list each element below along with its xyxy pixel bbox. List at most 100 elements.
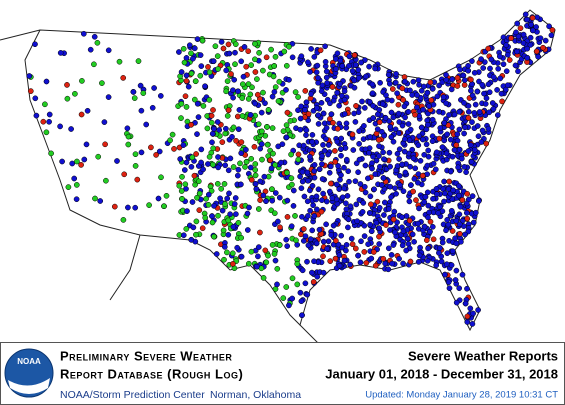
report-dot	[374, 126, 381, 133]
report-dot	[358, 238, 364, 245]
report-dot	[125, 133, 132, 140]
report-dot	[246, 204, 252, 211]
report-dot	[361, 183, 368, 190]
report-dot	[313, 105, 320, 111]
report-dot	[470, 219, 477, 226]
report-dot	[230, 87, 236, 94]
report-dot	[387, 183, 394, 190]
report-dot	[343, 206, 350, 213]
report-dot	[406, 217, 413, 224]
report-dot	[366, 210, 373, 216]
report-dot	[33, 112, 40, 119]
report-dot	[252, 167, 259, 173]
report-dot	[83, 141, 90, 148]
report-dot	[215, 66, 221, 72]
report-dot	[302, 280, 309, 287]
report-dot	[212, 43, 219, 50]
report-dot	[388, 194, 394, 200]
report-dot	[259, 156, 265, 163]
report-title: Severe Weather Reports	[408, 348, 558, 363]
report-dot	[263, 198, 269, 204]
report-dot	[222, 201, 228, 207]
report-dot	[297, 115, 304, 122]
report-dot	[229, 133, 235, 140]
report-dot	[370, 249, 377, 255]
report-dot	[225, 167, 232, 174]
report-dot	[319, 153, 325, 159]
report-dot	[411, 176, 418, 182]
report-dot	[454, 83, 461, 89]
report-dot	[388, 109, 395, 116]
report-dot	[252, 56, 258, 63]
report-dot	[529, 15, 536, 21]
report-dot	[132, 151, 139, 158]
report-dot	[338, 172, 344, 178]
report-dot	[269, 197, 276, 204]
report-dot	[163, 192, 170, 199]
report-dot	[189, 199, 196, 205]
report-dot	[210, 145, 217, 152]
report-dot	[252, 180, 259, 187]
report-dot	[288, 151, 294, 158]
report-dot	[157, 93, 164, 99]
report-dot	[330, 119, 336, 126]
report-dot	[336, 102, 342, 109]
report-dot	[294, 281, 301, 288]
report-dot	[482, 101, 489, 107]
report-dot	[305, 177, 311, 184]
report-dot	[226, 190, 232, 197]
report-dot	[329, 84, 336, 90]
report-dot	[307, 153, 313, 160]
report-dot	[383, 92, 389, 99]
report-dot	[330, 222, 337, 229]
report-dot	[292, 213, 298, 219]
report-dot	[440, 94, 447, 100]
report-dot	[449, 153, 456, 160]
report-dot	[248, 155, 255, 162]
report-dot	[215, 164, 222, 171]
report-dot	[514, 48, 520, 55]
report-dot	[235, 88, 241, 95]
report-dot	[444, 131, 451, 138]
report-dot	[248, 62, 255, 68]
report-dot	[320, 238, 327, 245]
report-dot	[475, 198, 482, 204]
report-dot	[462, 124, 468, 131]
report-dot	[411, 238, 417, 245]
report-dot	[310, 279, 317, 285]
report-dot	[114, 158, 120, 164]
report-dot	[102, 141, 108, 148]
report-dot	[363, 73, 369, 80]
report-dot	[260, 275, 267, 281]
report-dot	[524, 54, 531, 61]
report-dot	[260, 192, 267, 199]
report-dot	[469, 193, 476, 199]
report-dot	[284, 214, 291, 220]
report-dot	[437, 245, 443, 251]
report-dot	[502, 86, 509, 93]
report-dot	[451, 147, 458, 153]
report-dot	[396, 146, 403, 153]
report-dot	[427, 218, 434, 225]
report-dot	[180, 45, 187, 52]
report-dot	[469, 92, 476, 99]
report-dot	[381, 156, 387, 162]
report-dot	[309, 132, 316, 138]
report-dot	[464, 215, 471, 222]
report-dot	[414, 92, 420, 98]
report-dot	[355, 169, 361, 176]
report-dot	[396, 156, 402, 162]
report-dot	[369, 160, 375, 166]
report-dot	[243, 63, 250, 70]
report-dot	[184, 208, 190, 214]
report-dot	[453, 299, 460, 306]
report-dot	[445, 279, 452, 286]
report-dot	[205, 201, 212, 208]
report-dot	[433, 262, 440, 269]
report-dot	[257, 178, 264, 185]
report-dot	[419, 172, 426, 179]
report-dot	[32, 95, 39, 102]
report-dot	[323, 74, 330, 81]
report-dot	[388, 252, 395, 258]
report-dot	[276, 194, 283, 201]
